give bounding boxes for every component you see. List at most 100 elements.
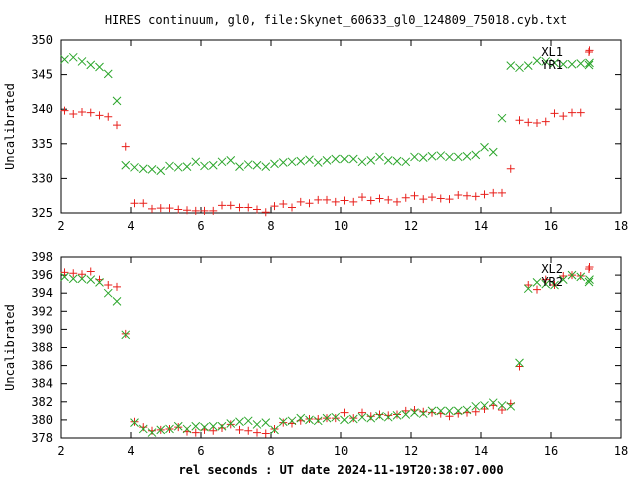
data-point: [191, 206, 200, 215]
data-point: [296, 156, 306, 166]
data-point: [95, 111, 104, 120]
data-point: [244, 203, 253, 212]
data-point: [471, 150, 481, 160]
data-point: [182, 424, 192, 434]
series-YR2: [60, 270, 594, 437]
x-tick-label: 6: [197, 219, 204, 233]
data-point: [453, 152, 463, 162]
data-point: [165, 424, 174, 434]
x-tick-label: 18: [614, 444, 628, 458]
data-point: [358, 193, 366, 202]
data-point: [138, 164, 148, 174]
data-point: [288, 203, 296, 212]
data-point: [453, 406, 463, 416]
data-point: [218, 201, 226, 210]
data-point: [497, 401, 507, 410]
data-point: [305, 414, 314, 423]
data-point: [401, 157, 411, 167]
data-point: [86, 60, 96, 70]
data-point: [427, 151, 437, 161]
data-point: [454, 191, 463, 200]
data-point: [165, 161, 174, 171]
y-tick-label: 350: [31, 33, 53, 47]
data-point: [209, 206, 218, 215]
y-tick-label: 388: [31, 341, 53, 355]
x-tick-label: 4: [127, 219, 134, 233]
y-axis-label: Uncalibrated: [3, 83, 17, 170]
data-point: [270, 202, 279, 211]
data-point: [191, 421, 201, 431]
data-point: [86, 267, 95, 276]
data-point: [305, 199, 314, 208]
data-point: [541, 279, 551, 289]
data-point: [585, 275, 594, 284]
data-point: [182, 162, 192, 171]
y-tick-label: 325: [31, 206, 53, 220]
data-point: [366, 412, 375, 421]
data-point: [463, 191, 471, 200]
data-point: [130, 162, 139, 172]
data-point: [498, 405, 506, 414]
data-point: [218, 424, 226, 433]
data-point: [173, 421, 183, 431]
data-point: [217, 157, 227, 167]
data-point: [524, 281, 533, 290]
data-point: [253, 428, 261, 437]
data-point: [113, 282, 121, 291]
data-point: [86, 275, 96, 284]
data-point: [313, 416, 323, 426]
legend-marker: [585, 265, 593, 273]
data-point: [191, 428, 200, 437]
data-point: [471, 407, 480, 416]
data-point: [348, 414, 358, 424]
plot-panel-2: 2 4 6 8 10 12 14 16 18 378 380 382 384 386 388 390 392 39…: [3, 250, 628, 477]
y-tick-label: 378: [31, 431, 53, 445]
data-point: [191, 157, 201, 167]
y-tick-label: 340: [31, 102, 53, 116]
data-point: [147, 428, 157, 437]
data-point: [480, 142, 489, 152]
data-point: [104, 112, 113, 121]
data-point: [349, 414, 358, 423]
y-tick-label: 386: [31, 359, 53, 373]
data-point: [471, 401, 481, 411]
legend-label: XL2: [541, 262, 563, 276]
x-tick-label: 14: [474, 444, 488, 458]
data-point: [261, 418, 271, 427]
data-point: [278, 417, 288, 427]
data-point: [60, 55, 69, 64]
data-point: [296, 413, 306, 423]
data-point: [498, 188, 506, 197]
y-tick-label: 394: [31, 286, 53, 300]
x-tick-label: 8: [267, 444, 274, 458]
data-point: [156, 425, 166, 435]
data-point: [121, 160, 131, 170]
data-point: [445, 412, 454, 421]
data-point: [349, 197, 358, 206]
data-point: [138, 424, 148, 434]
data-point: [357, 157, 367, 167]
data-point: [69, 110, 78, 119]
data-point: [121, 142, 130, 151]
data-point: [506, 401, 516, 411]
data-point: [532, 56, 542, 66]
data-point: [77, 57, 87, 66]
data-point: [366, 413, 376, 423]
data-point: [279, 418, 288, 427]
data-point: [497, 113, 507, 123]
data-point: [401, 410, 411, 419]
data-point: [147, 165, 157, 174]
data-point: [279, 200, 288, 209]
data-point: [384, 195, 393, 204]
data-point: [148, 426, 156, 435]
data-point: [366, 196, 375, 205]
data-point: [235, 425, 244, 434]
legend-marker: [584, 60, 594, 70]
data-point: [78, 270, 86, 279]
data-point: [488, 398, 498, 408]
data-point: [209, 426, 218, 435]
data-point: [541, 117, 550, 126]
data-point: [226, 419, 236, 428]
data-point: [287, 416, 297, 426]
data-point: [270, 425, 279, 435]
